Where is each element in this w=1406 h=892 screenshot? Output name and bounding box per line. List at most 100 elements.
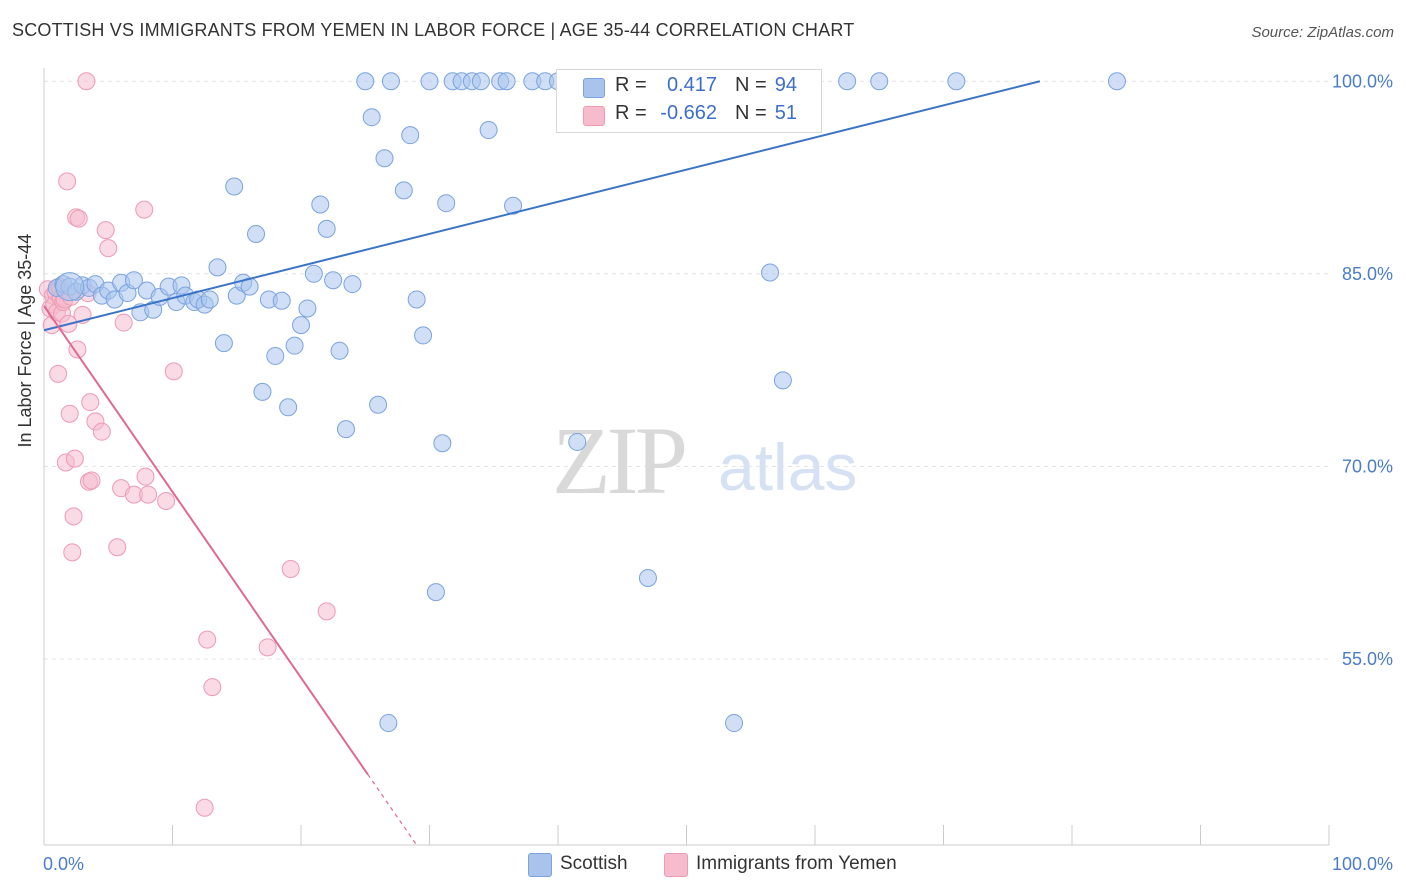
yemen-point-32: [96, 221, 115, 240]
yemen-points: [38, 72, 336, 817]
scottish-point-58: [426, 583, 445, 602]
zipatlas-watermark: ZIP atlas: [552, 407, 857, 514]
scottish-point-34: [266, 346, 285, 365]
scottish-point-38: [292, 316, 310, 335]
bottom-legend-label-yemen: Immigrants from Yemen: [696, 853, 897, 874]
yemen-point-7: [49, 364, 68, 383]
stats-legend: R = 0.417 N = 94 R = -0.662 N = 51: [556, 69, 822, 133]
legend-n-label: N =: [735, 102, 767, 124]
legend-r-label: R =: [615, 74, 647, 96]
x-tick-min: 0.0%: [43, 854, 84, 874]
yemen-point-20: [65, 449, 84, 468]
yemen-point-34: [108, 538, 127, 557]
legend-row-scottish: R = 0.417 N = 94: [557, 72, 821, 102]
yemen-point-16: [60, 404, 79, 423]
scottish-point-54: [401, 126, 420, 145]
yemen-point-47: [281, 560, 300, 579]
scottish-point-26: [214, 334, 233, 353]
yemen-point-44: [198, 630, 217, 649]
legend-n-scottish: 94: [774, 74, 797, 96]
scottish-point-65: [479, 121, 498, 140]
scottish-point-89: [773, 371, 792, 390]
scottish-point-40: [304, 264, 323, 283]
scottish-trend-line: [43, 80, 1041, 332]
scottish-point-43: [324, 271, 343, 290]
y-axis-label: In Labor Force | Age 35-44: [15, 233, 35, 448]
trend-lines: [43, 80, 1041, 846]
watermark-atlas: atlas: [718, 430, 857, 504]
yemen-point-36: [114, 313, 133, 332]
bottom-legend-swatch-yemen: [664, 853, 688, 877]
legend-swatch-yemen: [583, 106, 605, 126]
scottish-point-57: [420, 72, 439, 91]
scottish-point-86: [725, 714, 744, 733]
scottish-point-60: [437, 194, 456, 213]
x-tick-max: 100.0%: [1332, 854, 1393, 874]
scottish-point-47: [356, 72, 375, 91]
yemen-point-23: [69, 209, 88, 228]
scottish-point-45: [336, 420, 355, 439]
scottish-point-53: [394, 181, 413, 200]
scottish-point-64: [471, 72, 490, 91]
yemen-point-40: [139, 485, 158, 504]
scottish-point-31: [247, 225, 266, 244]
scottish-point-44: [330, 341, 349, 360]
bottom-legend-swatch-scottish: [528, 853, 552, 877]
yemen-point-46: [258, 638, 277, 657]
legend-r-scottish: 0.417: [666, 74, 717, 96]
yemen-point-39: [136, 467, 155, 486]
scottish-points: [47, 72, 1126, 733]
scottish-point-81: [638, 569, 657, 588]
yemen-point-48: [317, 602, 336, 621]
y-tick-label-3: 55.0%: [1342, 649, 1393, 669]
scottish-point-48: [362, 108, 381, 127]
scottish-point-27: [225, 177, 244, 196]
scottish-point-cluster: [55, 272, 85, 302]
gridlines: [44, 80, 1329, 660]
legend-swatch-scottish: [583, 78, 605, 98]
legend-r-yemen: -0.662: [660, 102, 717, 124]
scottish-point-68: [504, 196, 523, 215]
scottish-point-90: [838, 72, 857, 91]
yemen-point-14: [58, 172, 77, 191]
chart-title: SCOTTISH VS IMMIGRANTS FROM YEMEN IN LAB…: [12, 20, 855, 40]
yemen-point-42: [164, 362, 183, 381]
scottish-point-55: [407, 290, 426, 309]
y-tick-labels: 100.0% 85.0% 70.0% 55.0%: [1332, 71, 1393, 669]
yemen-trend-line-extension: [367, 774, 418, 846]
scottish-point-37: [285, 336, 304, 355]
watermark-zip: ZIP: [552, 407, 685, 514]
yemen-point-41: [157, 491, 176, 510]
legend-r-label: R =: [615, 102, 647, 124]
scottish-point-46: [343, 275, 362, 294]
legend-row-yemen: R = -0.662 N = 51: [557, 100, 821, 130]
scottish-point-52: [381, 72, 400, 91]
yemen-point-29: [82, 471, 101, 490]
legend-n-label: N =: [735, 74, 767, 96]
scottish-point-36: [279, 398, 298, 417]
yemen-point-43: [195, 798, 214, 817]
scottish-point-35: [272, 291, 291, 310]
scottish-point-88: [761, 263, 780, 282]
y-tick-label-0: 100.0%: [1332, 71, 1393, 91]
chart-source: Source: ZipAtlas.com: [1251, 24, 1394, 41]
yemen-trend-line: [43, 305, 369, 775]
scottish-point-67: [497, 72, 516, 91]
scottish-point-51: [379, 714, 398, 733]
scottish-point-73: [568, 432, 587, 451]
scottish-point-32: [253, 382, 272, 401]
scottish-point-59: [433, 434, 452, 453]
yemen-point-38: [135, 200, 154, 219]
yemen-point-45: [203, 678, 222, 697]
legend-n-yemen: 51: [774, 102, 797, 124]
scottish-point-39: [298, 299, 317, 318]
yemen-point-25: [77, 72, 96, 91]
scottish-point-42: [317, 219, 336, 238]
scottish-point-56: [414, 326, 433, 345]
yemen-point-28: [81, 393, 100, 412]
scottish-point-50: [375, 149, 394, 168]
bottom-legend-label-scottish: Scottish: [560, 853, 628, 874]
scottish-point-12: [124, 271, 143, 290]
y-tick-label-1: 85.0%: [1342, 264, 1393, 284]
